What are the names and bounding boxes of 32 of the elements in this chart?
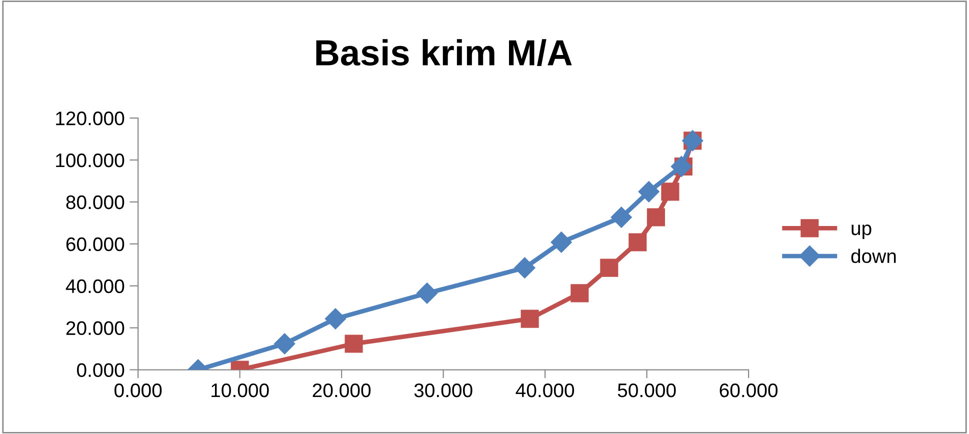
y-tick-label: 60.000 (66, 237, 124, 252)
y-tick-label: 0.000 (76, 363, 124, 378)
x-tick-label: 50.000 (618, 383, 676, 398)
y-tick-label: 40.000 (66, 279, 124, 294)
y-tick-label: 80.000 (66, 195, 124, 210)
point (610, 206, 632, 228)
point (570, 284, 589, 302)
y-tick-label: 100.000 (56, 153, 124, 168)
point (344, 334, 363, 353)
point (324, 308, 346, 330)
x-tick-label: 10.000 (212, 383, 269, 398)
point (638, 181, 660, 202)
point (600, 258, 618, 277)
x-tick-label: 20.000 (312, 383, 371, 398)
point (646, 208, 665, 226)
chart-title: Basis krim M/A (316, 39, 572, 66)
legend-label: up (852, 224, 872, 240)
point (670, 156, 692, 178)
x-tick-label: 40.000 (516, 383, 574, 398)
point (416, 282, 438, 304)
legend-label: down (851, 248, 896, 264)
y-tick-label: 20.000 (66, 321, 124, 336)
x-tick-label: 60.000 (720, 383, 778, 398)
point (550, 232, 572, 253)
point (520, 310, 539, 328)
point (628, 233, 647, 252)
point (274, 333, 296, 354)
x-tick-label: 30.000 (414, 383, 472, 398)
y-tick-label: 120.000 (56, 112, 124, 126)
point (514, 257, 536, 278)
x-tick-label: 0.000 (114, 383, 162, 398)
point (661, 182, 680, 201)
